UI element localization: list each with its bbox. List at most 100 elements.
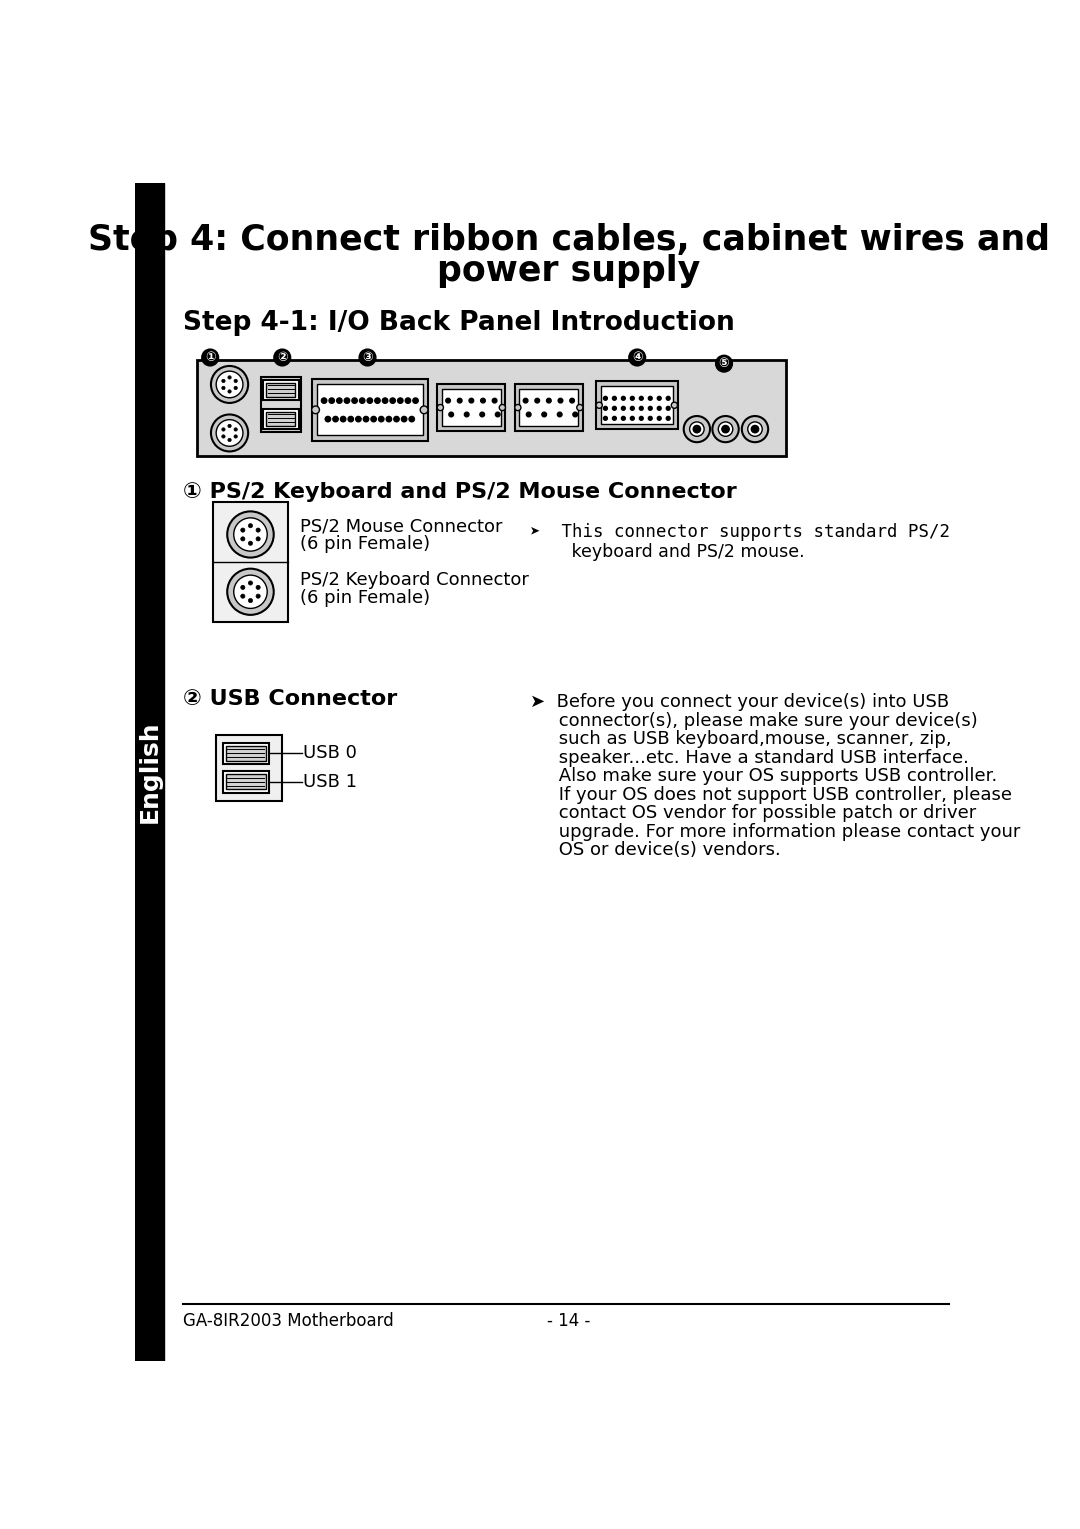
Circle shape bbox=[360, 398, 365, 404]
Bar bbox=[262, 410, 298, 430]
Text: ③: ③ bbox=[362, 352, 373, 364]
Circle shape bbox=[658, 416, 661, 420]
Circle shape bbox=[570, 399, 575, 404]
Circle shape bbox=[216, 372, 243, 398]
Circle shape bbox=[340, 416, 346, 422]
Bar bbox=[216, 735, 282, 801]
Circle shape bbox=[355, 416, 361, 422]
Circle shape bbox=[211, 365, 248, 404]
Bar bbox=[596, 381, 677, 430]
Circle shape bbox=[648, 396, 652, 401]
Circle shape bbox=[228, 439, 231, 442]
Circle shape bbox=[241, 528, 245, 532]
Circle shape bbox=[535, 399, 540, 404]
Circle shape bbox=[672, 402, 677, 408]
Circle shape bbox=[658, 396, 661, 401]
Text: speaker...etc. Have a standard USB interface.: speaker...etc. Have a standard USB inter… bbox=[530, 749, 969, 768]
Circle shape bbox=[221, 434, 225, 439]
Circle shape bbox=[420, 407, 428, 414]
Circle shape bbox=[612, 407, 617, 410]
Text: PS/2 Keyboard Connector: PS/2 Keyboard Connector bbox=[300, 570, 529, 589]
Circle shape bbox=[387, 416, 392, 422]
Circle shape bbox=[379, 416, 384, 422]
Circle shape bbox=[367, 398, 373, 404]
Bar bbox=[222, 771, 269, 792]
Text: ⑤: ⑤ bbox=[718, 358, 729, 370]
Circle shape bbox=[394, 416, 400, 422]
Circle shape bbox=[524, 399, 528, 404]
Circle shape bbox=[337, 398, 342, 404]
Circle shape bbox=[325, 416, 330, 422]
Circle shape bbox=[211, 414, 248, 451]
Circle shape bbox=[742, 416, 768, 442]
Circle shape bbox=[227, 511, 273, 558]
Text: ➤  Before you connect your device(s) into USB: ➤ Before you connect your device(s) into… bbox=[530, 694, 949, 711]
Text: USB 0: USB 0 bbox=[303, 745, 357, 763]
Bar bbox=[318, 384, 422, 436]
Circle shape bbox=[612, 396, 617, 401]
Circle shape bbox=[248, 581, 253, 586]
Circle shape bbox=[449, 413, 454, 417]
Circle shape bbox=[248, 523, 253, 528]
Circle shape bbox=[446, 399, 450, 404]
Circle shape bbox=[631, 396, 634, 401]
Bar bbox=[213, 502, 288, 622]
Circle shape bbox=[612, 416, 617, 420]
Circle shape bbox=[333, 416, 338, 422]
Circle shape bbox=[604, 416, 607, 420]
Text: If your OS does not support USB controller, please: If your OS does not support USB controll… bbox=[530, 786, 1012, 804]
Circle shape bbox=[690, 422, 704, 436]
Circle shape bbox=[492, 399, 497, 404]
Circle shape bbox=[221, 428, 225, 431]
Circle shape bbox=[363, 416, 368, 422]
Circle shape bbox=[577, 405, 583, 411]
Circle shape bbox=[666, 407, 670, 410]
Text: upgrade. For more information please contact your: upgrade. For more information please con… bbox=[530, 823, 1021, 841]
Circle shape bbox=[348, 416, 353, 422]
Circle shape bbox=[639, 416, 644, 420]
Bar bbox=[260, 376, 301, 433]
Circle shape bbox=[228, 424, 231, 428]
Circle shape bbox=[234, 387, 238, 390]
Circle shape bbox=[409, 416, 415, 422]
Circle shape bbox=[469, 399, 474, 404]
Circle shape bbox=[382, 398, 388, 404]
Circle shape bbox=[752, 425, 758, 433]
Circle shape bbox=[499, 405, 505, 411]
Bar bbox=[197, 359, 786, 456]
Circle shape bbox=[241, 537, 245, 541]
Text: connector(s), please make sure your device(s): connector(s), please make sure your devi… bbox=[530, 713, 978, 729]
Bar bbox=[442, 388, 501, 427]
Bar bbox=[222, 743, 269, 764]
Circle shape bbox=[375, 398, 380, 404]
Circle shape bbox=[234, 428, 238, 431]
Text: OS or device(s) vendors.: OS or device(s) vendors. bbox=[530, 841, 781, 859]
Circle shape bbox=[713, 416, 739, 442]
Circle shape bbox=[604, 407, 607, 410]
Circle shape bbox=[464, 413, 469, 417]
Circle shape bbox=[604, 396, 607, 401]
Circle shape bbox=[241, 595, 245, 598]
Text: USB 1: USB 1 bbox=[303, 772, 357, 790]
Circle shape bbox=[221, 379, 225, 382]
Text: ① PS/2 Keyboard and PS/2 Mouse Connector: ① PS/2 Keyboard and PS/2 Mouse Connector bbox=[183, 482, 737, 502]
Circle shape bbox=[621, 407, 625, 410]
Text: ④: ④ bbox=[632, 352, 643, 364]
Circle shape bbox=[648, 416, 652, 420]
Circle shape bbox=[413, 398, 418, 404]
Text: Also make sure your OS supports USB controller.: Also make sure your OS supports USB cont… bbox=[530, 768, 998, 786]
Circle shape bbox=[481, 399, 485, 404]
Circle shape bbox=[515, 405, 521, 411]
Circle shape bbox=[221, 387, 225, 390]
Text: ②: ② bbox=[276, 352, 287, 364]
Circle shape bbox=[747, 422, 762, 436]
Text: such as USB keyboard,mouse, scanner, zip,: such as USB keyboard,mouse, scanner, zip… bbox=[530, 731, 951, 748]
Circle shape bbox=[241, 586, 245, 590]
Circle shape bbox=[370, 416, 376, 422]
Circle shape bbox=[256, 595, 260, 598]
Circle shape bbox=[248, 598, 253, 602]
Text: keyboard and PS/2 mouse.: keyboard and PS/2 mouse. bbox=[544, 543, 805, 561]
Bar bbox=[226, 746, 266, 761]
Text: (6 pin Female): (6 pin Female) bbox=[300, 589, 430, 607]
Circle shape bbox=[227, 569, 273, 615]
